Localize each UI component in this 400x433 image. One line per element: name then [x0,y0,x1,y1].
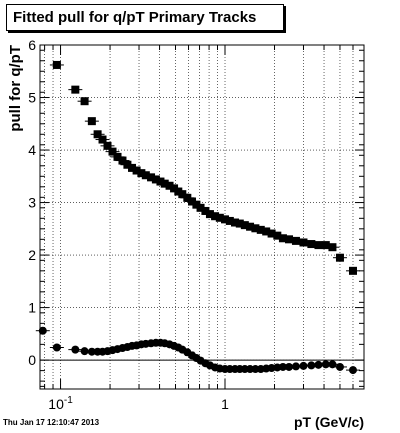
tick-labels: 0 1 2 3 4 5 6 10-1 1 [28,37,229,412]
square-marker [128,163,137,172]
square-marker [151,175,160,184]
square-marker [314,241,323,250]
square-marker [273,231,282,240]
title-box: Fitted pull for q/pT Primary Tracks [6,4,284,31]
x-axis-title: pT (GeV/c) [294,414,364,430]
square-marker [71,85,80,94]
square-marker [188,197,197,206]
square-marker [215,213,224,222]
square-marker [240,221,249,230]
chart-title: Fitted pull for q/pT Primary Tracks [13,9,257,26]
square-marker [108,147,117,156]
timestamp: Thu Jan 17 12:10:47 2013 [3,418,100,427]
grid-lines [40,44,365,389]
square-marker [267,229,276,238]
y-tick-label: 4 [28,142,36,158]
square-marker [141,171,150,180]
square-marker [256,225,265,234]
square-marker [137,169,146,178]
square-marker [174,187,183,196]
square-marker [103,141,112,150]
square-marker [262,227,271,236]
square-marker [192,200,201,209]
circle-marker [348,366,357,375]
circle-marker [71,345,80,354]
square-marker [93,130,102,139]
circle-marker [307,361,316,370]
square-marker [251,224,260,233]
square-marker [196,203,205,212]
circle-marker [38,326,47,335]
square-marker [123,160,132,169]
square-marker [278,234,287,243]
square-marker [211,212,220,221]
x-tick-label: 10-1 [48,395,73,412]
square-marker [285,235,294,244]
axis-ticks [40,44,365,389]
x-tick-label: 1 [221,396,229,412]
square-marker [52,60,61,69]
y-tick-label: 3 [28,195,36,211]
square-marker [178,190,187,199]
square-marker [246,222,255,231]
square-marker [328,243,337,252]
square-marker [335,253,344,262]
square-marker [132,166,141,175]
circle-marker [285,362,294,371]
square-marker [205,210,214,219]
y-tick-label: 1 [28,300,36,316]
square-marker [348,266,357,275]
square-marker [299,238,308,247]
circle-marker [52,343,61,352]
square-marker [201,206,210,215]
square-marker [235,219,244,228]
square-marker [183,193,192,202]
data-series [35,60,360,375]
square-marker [307,240,316,249]
circle-marker [328,360,337,369]
circle-marker [291,362,300,371]
square-marker [156,177,165,186]
square-marker [291,236,300,245]
circle-marker [299,361,308,370]
square-marker [225,216,234,225]
square-marker [118,156,127,165]
square-marker [87,117,96,126]
square-marker [230,218,239,227]
circle-marker [335,362,344,371]
y-tick-label: 2 [28,247,36,263]
plot-frame [39,44,365,390]
square-marker [113,152,122,161]
circle-marker [80,347,89,356]
square-marker [321,241,330,250]
square-marker [98,135,107,144]
y-tick-label: 0 [28,352,36,368]
square-marker [80,97,89,106]
square-marker [160,179,169,188]
y-axis-title: pull for q/pT [7,45,24,132]
square-marker [165,181,174,190]
y-tick-label: 6 [28,37,36,53]
square-marker [147,173,156,182]
circle-marker [314,360,323,369]
square-marker [221,215,230,224]
y-tick-label: 5 [28,90,36,106]
square-marker [170,184,179,193]
